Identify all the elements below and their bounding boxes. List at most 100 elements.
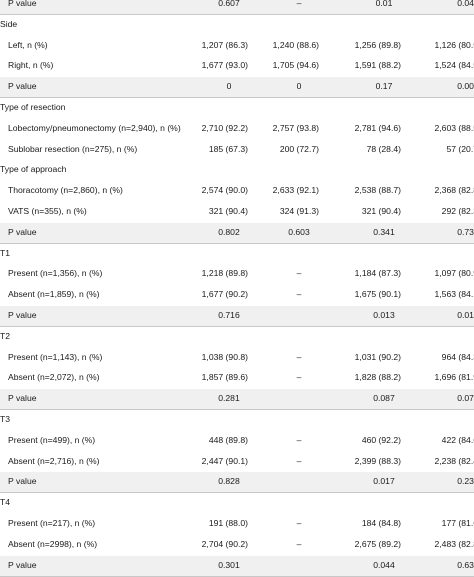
cell-col-4: 177 (81.6 xyxy=(441,518,474,528)
row-label: Left, n (%) xyxy=(8,39,48,50)
table-row: Absent (n=2998), n (%) 2,704 (90.2) – 2,675… xyxy=(0,535,474,555)
row-label: Present (n=217), n (%) xyxy=(8,518,96,528)
cell-col-2: 200 (72.7) xyxy=(279,143,319,154)
cell-col-4: 1,126 (80.5 xyxy=(434,39,474,50)
row-label: Present (n=1,143), n (%) xyxy=(8,351,103,362)
cell-col-4: 964 (84.3 xyxy=(441,351,474,362)
cell-col-3: 1,591 (88.2) xyxy=(354,60,401,71)
cell-col-3: 1,184 (87.3) xyxy=(354,268,401,279)
cell-col-1: 321 (90.4) xyxy=(208,206,248,216)
cell-col-4: 422 (84.6 xyxy=(441,434,474,445)
row-label: P value xyxy=(8,226,37,237)
row-label: P value xyxy=(8,310,37,320)
cell-col-1: 2,574 (90.0) xyxy=(201,185,248,196)
row-label: P value xyxy=(8,81,37,92)
cell-col-1: 0.828 xyxy=(218,476,240,487)
table-row: Present (n=1,143), n (%) 1,038 (90.8) – 1,0… xyxy=(0,348,474,368)
cell-col-1: 1,038 (90.8) xyxy=(201,351,248,362)
cell-col-1: 0.301 xyxy=(218,559,240,570)
cell-col-4: 0.637 xyxy=(457,559,474,570)
cell-col-1: 0.607 xyxy=(218,0,240,8)
cell-col-4: 0.003 xyxy=(457,81,474,92)
cell-col-3: 1,256 (89.8) xyxy=(354,39,401,50)
table-row: Lobectomy/pneumonectomy (n=2,940), n (%)… xyxy=(0,119,474,139)
cell-col-1: 2,447 (90.1) xyxy=(201,455,248,466)
table-row: Absent (n=2,716), n (%) 2,447 (90.1) – 2,39… xyxy=(0,452,474,472)
table-row: Left, n (%) 1,207 (86.3) 1,240 (88.6) 1,256… xyxy=(0,36,474,56)
cell-col-1: 1,218 (89.8) xyxy=(201,268,248,279)
row-label: VATS (n=355), n (%) xyxy=(8,206,87,216)
row-label: T3 xyxy=(0,414,11,424)
cell-col-4: 2,603 (88.5 xyxy=(434,122,474,133)
cell-col-2: 1,240 (88.6) xyxy=(272,39,319,50)
cell-col-3: 1,828 (88.2) xyxy=(354,372,401,383)
cell-col-3: 2,781 (94.6) xyxy=(354,122,401,133)
cell-col-2: 2,757 (93.8) xyxy=(272,122,319,133)
cell-col-4: 57 (20.7 xyxy=(446,143,474,154)
table-row: Present (n=217), n (%) 191 (88.0) – 184 (84… xyxy=(0,514,474,534)
cell-col-2: – xyxy=(296,455,302,466)
cell-col-3: 2,538 (88.7) xyxy=(354,185,401,196)
table-row: Absent (n=1,859), n (%) 1,677 (90.2) – 1,67… xyxy=(0,285,474,305)
cell-col-3: 184 (84.8) xyxy=(361,518,401,528)
cell-col-1: 185 (67.3) xyxy=(208,143,248,154)
p-value-row: P value 0.802 0.603 0.341 0.738 xyxy=(0,222,474,244)
row-label: P value xyxy=(8,559,37,570)
cell-col-3: 0.341 xyxy=(373,226,395,237)
cell-col-4: 2,238 (82.4 xyxy=(434,455,474,466)
cell-col-2: 324 (91.3) xyxy=(279,206,319,216)
cell-col-4: 0.048 xyxy=(457,0,474,8)
p-value-row: P value 0.716 0.013 0.019 xyxy=(0,306,474,327)
row-label: P value xyxy=(8,476,37,487)
section-header-row: T2 xyxy=(0,327,474,347)
row-label: Present (n=499), n (%) xyxy=(8,434,96,445)
cell-col-3: 0.01 xyxy=(375,0,393,8)
cell-col-2: 1,705 (94.6) xyxy=(272,60,319,71)
cell-col-4: 0.738 xyxy=(457,226,474,237)
cell-col-1: 0.802 xyxy=(218,226,240,237)
table-row: Right, n (%) 1,677 (93.0) 1,705 (94.6) 1,59… xyxy=(0,56,474,76)
row-label: Side xyxy=(0,18,18,29)
cell-col-1: 2,710 (92.2) xyxy=(201,122,248,133)
cell-col-3: 460 (92.2) xyxy=(361,434,401,445)
row-label: P value xyxy=(8,0,37,8)
cell-col-1: 0 xyxy=(226,81,232,92)
cell-col-3: 321 (90.4) xyxy=(361,206,401,216)
cell-col-3: 0.013 xyxy=(373,310,395,320)
cell-col-2: – xyxy=(296,372,302,383)
cell-col-3: 0.17 xyxy=(375,81,393,92)
row-label: Absent (n=2,716), n (%) xyxy=(8,455,100,466)
table-row: Sublobar resection (n=275), n (%) 185 (67… xyxy=(0,140,474,160)
row-label: Absent (n=2,072), n (%) xyxy=(8,372,100,383)
cell-col-3: 78 (28.4) xyxy=(366,143,401,154)
row-label: P value xyxy=(8,393,37,404)
cell-col-3: 0.087 xyxy=(373,393,395,404)
cell-col-2: 0.603 xyxy=(288,226,310,237)
cell-col-2: – xyxy=(296,538,302,549)
p-value-row: P value 0.281 0.087 0.075 xyxy=(0,389,474,411)
cell-col-4: 2,483 (82.8 xyxy=(434,538,474,549)
cell-col-1: 1,677 (90.2) xyxy=(201,289,248,300)
row-label: T1 xyxy=(0,247,11,258)
section-header-row: Type of resection xyxy=(0,98,474,118)
p-value-row: P value 0.607 – 0.01 0.048 xyxy=(0,0,474,15)
cell-col-4: 1,524 (84.5 xyxy=(434,60,474,71)
row-label: Type of approach xyxy=(0,164,67,175)
cell-col-4: 0.019 xyxy=(457,310,474,320)
row-label: Type of resection xyxy=(0,102,66,112)
cell-col-4: 0.075 xyxy=(457,393,474,404)
cell-col-4: 1,696 (81.9 xyxy=(434,372,474,383)
cell-col-1: 1,857 (89.6) xyxy=(201,372,248,383)
cell-col-3: 1,675 (90.1) xyxy=(354,289,401,300)
row-label: Absent (n=1,859), n (%) xyxy=(8,289,100,300)
cell-col-1: 0.281 xyxy=(218,393,240,404)
row-label: Right, n (%) xyxy=(8,60,54,71)
cell-col-2: – xyxy=(296,268,302,279)
cell-col-1: 0.716 xyxy=(218,310,240,320)
section-header-row: T4 xyxy=(0,493,474,513)
table-row: VATS (n=355), n (%) 321 (90.4) 324 (91.3) 3… xyxy=(0,202,474,222)
cell-col-2: – xyxy=(296,351,302,362)
cell-col-1: 191 (88.0) xyxy=(208,518,248,528)
p-value-row: P value 0 0 0.17 0.003 xyxy=(0,77,474,99)
row-label: Sublobar resection (n=275), n (%) xyxy=(8,143,138,154)
